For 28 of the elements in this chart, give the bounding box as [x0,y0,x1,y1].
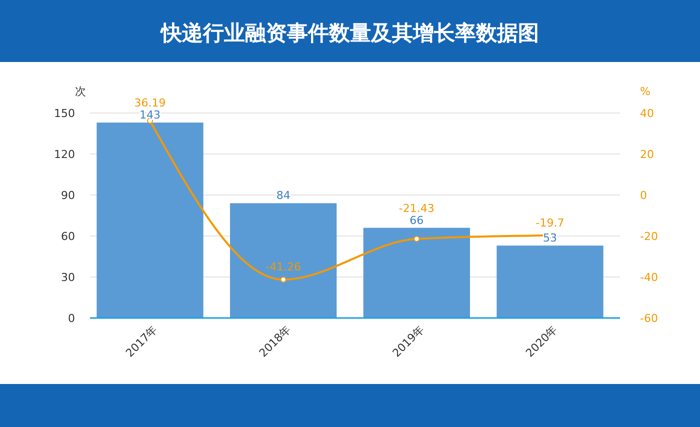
y2-axis-title: % [640,85,650,98]
data-label: -41.26 [266,260,302,274]
bar [496,246,604,318]
bar [230,203,337,318]
bar [363,228,470,318]
chart-title: 快递行业融资事件数量及其增长率数据图 [159,21,539,45]
data-label: 36.19 [134,96,166,110]
y2-tick-label: -60 [640,312,658,325]
y-axis-title: 次 [75,85,86,98]
point [280,276,286,283]
y2-tick-label: -40 [640,271,658,284]
data-label: -21.43 [398,202,434,215]
point [414,236,420,242]
data-label: -19.7 [536,216,564,230]
y-tick-label: 90 [61,189,75,202]
y2-tick-label: 20 [640,148,654,161]
y2-tick-label: 0 [640,189,647,202]
data-label: 84 [276,189,290,202]
data-label: 143 [140,108,160,122]
y2-tick-label: -20 [640,230,658,243]
bar [96,122,204,318]
y-tick-label: 0 [68,312,75,325]
data-label: 66 [410,214,424,227]
y-tick-label: 150 [54,107,75,120]
y-tick-label: 30 [61,271,75,284]
y-tick-label: 60 [61,230,75,243]
y2-tick-label: 40 [640,107,654,120]
y-tick-label: 120 [54,148,75,161]
